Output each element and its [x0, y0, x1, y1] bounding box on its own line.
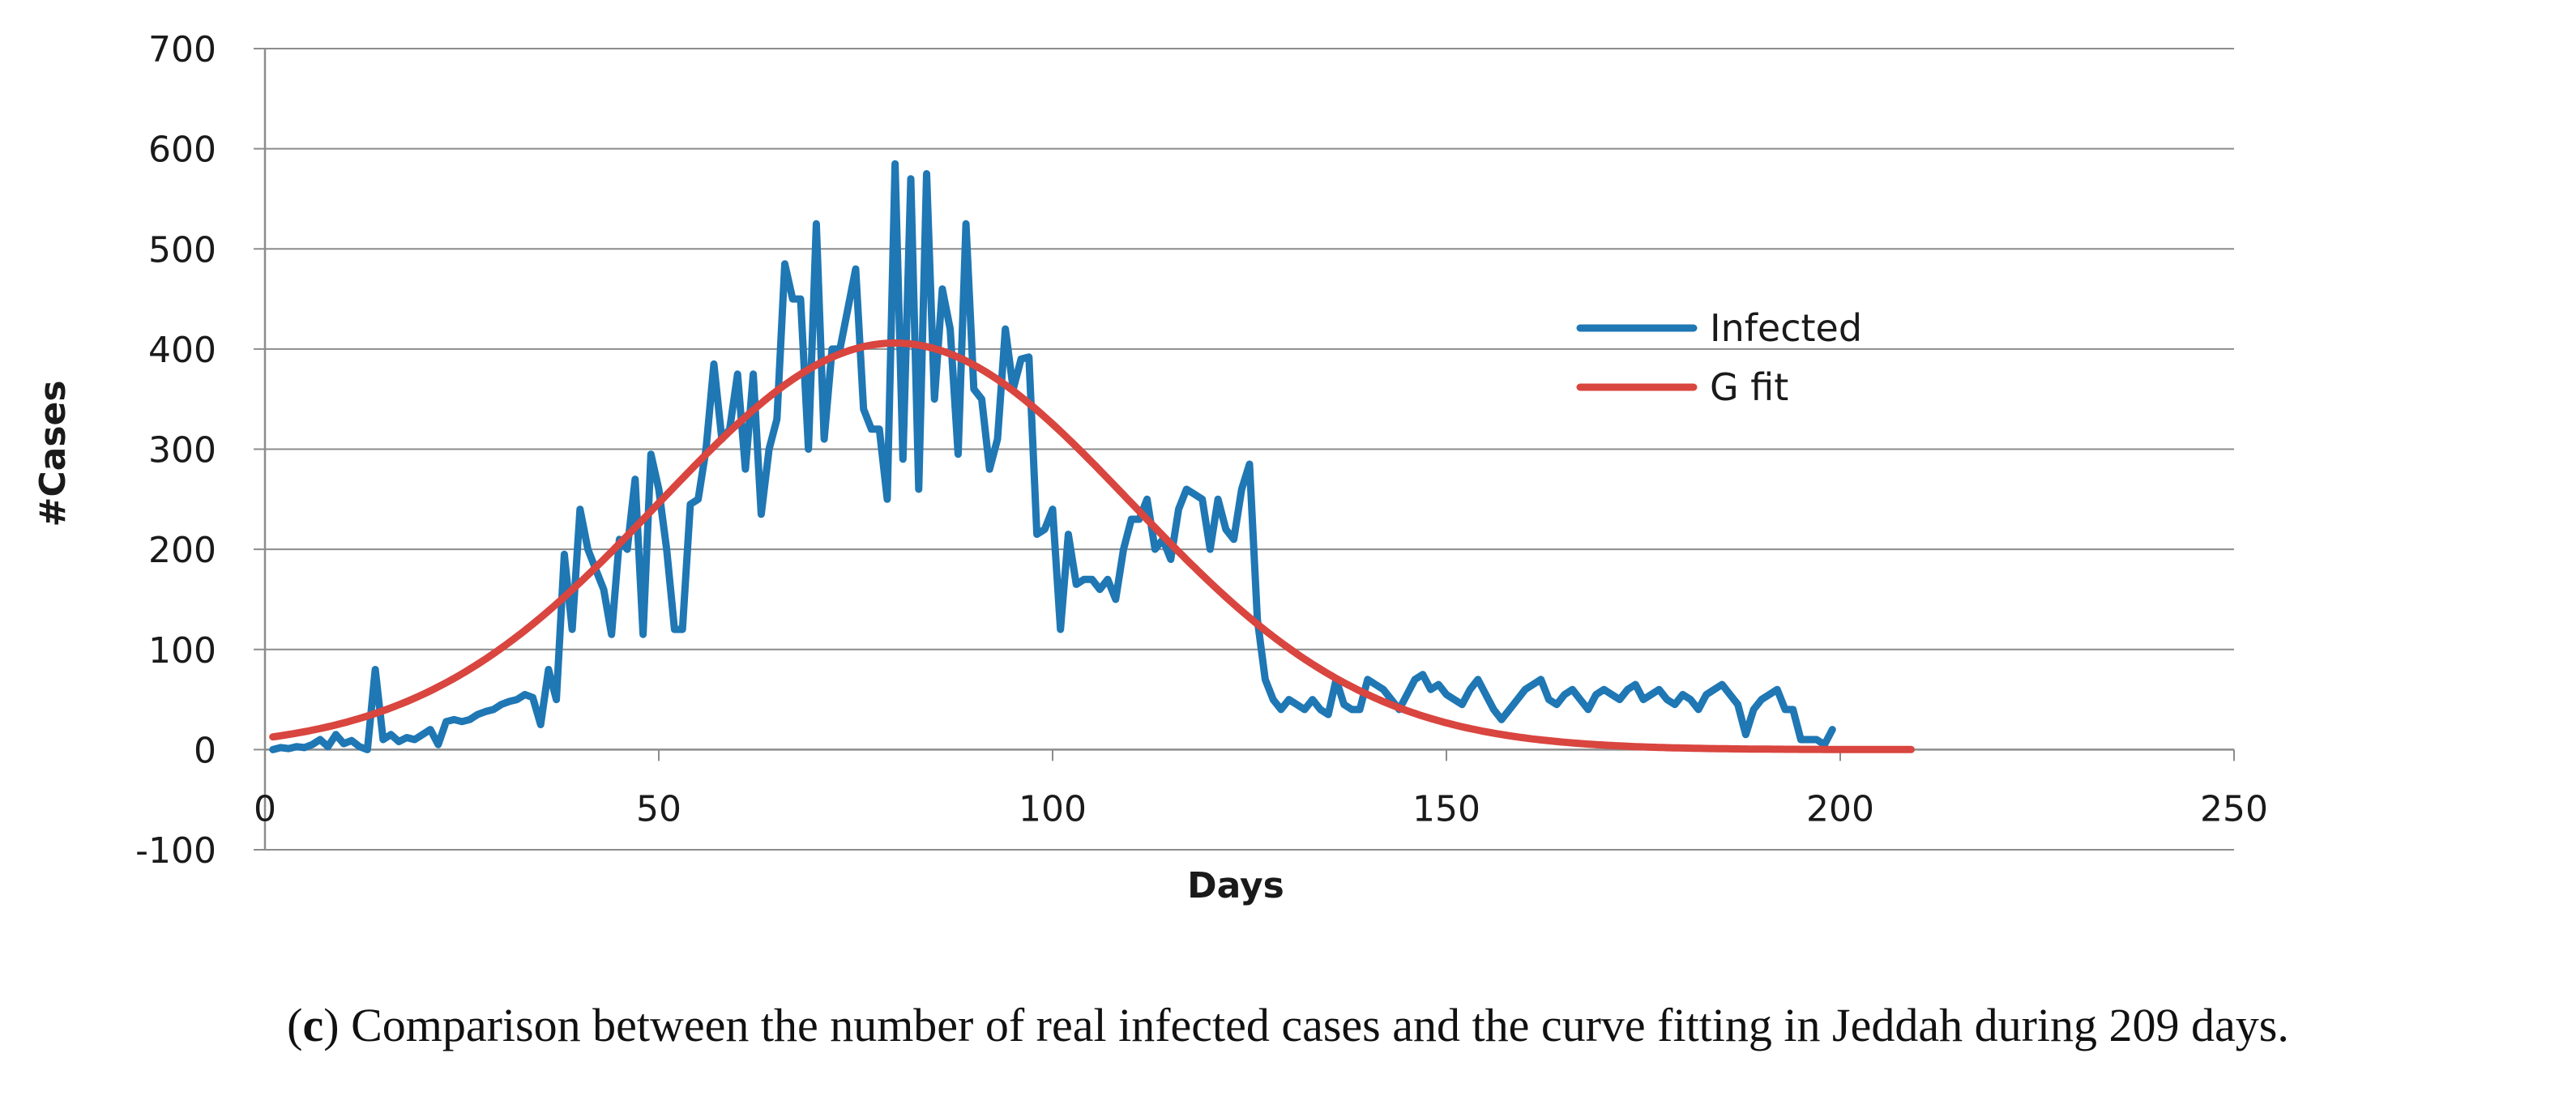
x-tick-label: 0	[254, 788, 276, 829]
series-lines	[269, 160, 1915, 753]
y-tick-label: 200	[148, 530, 216, 571]
y-tick-label: 300	[148, 430, 216, 471]
x-tick-label: 100	[1019, 788, 1087, 829]
y-tick-label: -100	[135, 830, 216, 872]
y-tick-label: 500	[148, 229, 216, 271]
caption-text: Comparison between the number of real in…	[351, 999, 2289, 1051]
y-tick-label: 400	[148, 330, 216, 371]
series-line-infected	[269, 160, 1836, 753]
caption-label: c	[302, 999, 324, 1051]
series-line-g-fit	[269, 339, 1915, 753]
y-axis-title: #Cases	[32, 380, 74, 527]
x-tick-labels: 0 50 100 150 200 250	[254, 788, 2268, 829]
x-tick-label: 200	[1806, 788, 1874, 829]
y-tick-label: 0	[194, 730, 216, 771]
y-tick-label: 700	[148, 29, 216, 70]
legend-label-0: Infected	[1710, 306, 1862, 350]
gridlines	[265, 48, 2234, 851]
figure-caption: (c) Comparison between the number of rea…	[287, 999, 2289, 1051]
x-tick-label: 250	[2200, 788, 2268, 829]
legend-label-1: G fit	[1710, 365, 1788, 409]
x-axis-title: Days	[1187, 865, 1284, 906]
line-chart: -100 0 100 200 300 400 500 600 700 0 50 100 150 200 2…	[32, 29, 2268, 906]
legend: Infected G fit	[1576, 306, 1862, 409]
y-tick-label: 100	[148, 630, 216, 672]
y-tick-labels: -100 0 100 200 300 400 500 600 700	[135, 29, 216, 872]
x-tick-label: 50	[636, 788, 681, 829]
x-tick-label: 150	[1412, 788, 1480, 829]
y-tick-label: 600	[148, 130, 216, 171]
